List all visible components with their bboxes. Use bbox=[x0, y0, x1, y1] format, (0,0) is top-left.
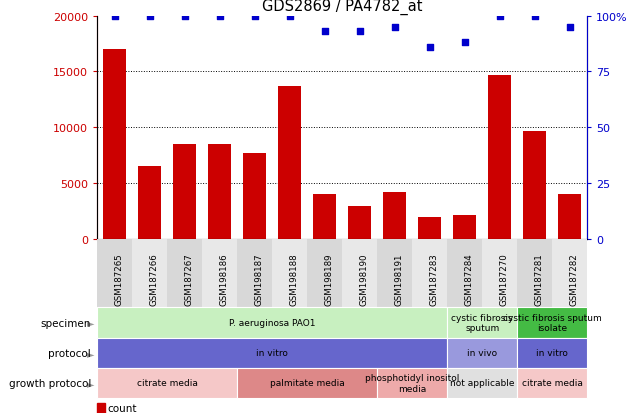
Text: in vivo: in vivo bbox=[467, 349, 497, 357]
Point bbox=[320, 29, 330, 36]
Text: GSM198190: GSM198190 bbox=[360, 253, 369, 306]
Text: count: count bbox=[107, 403, 137, 413]
Text: protocol: protocol bbox=[48, 348, 91, 358]
Point bbox=[145, 13, 155, 20]
Bar bbox=[138, 167, 161, 240]
Text: GSM187270: GSM187270 bbox=[500, 253, 509, 306]
Bar bbox=[418, 217, 441, 240]
Text: GSM187283: GSM187283 bbox=[430, 253, 439, 306]
Bar bbox=[558, 195, 581, 240]
Point bbox=[529, 13, 539, 20]
Text: ►: ► bbox=[87, 378, 94, 388]
Text: GSM198187: GSM198187 bbox=[255, 253, 264, 306]
Bar bbox=[523, 131, 546, 240]
Text: in vitro: in vitro bbox=[256, 349, 288, 357]
Bar bbox=[173, 145, 196, 240]
Point bbox=[495, 13, 505, 20]
Bar bbox=[278, 87, 301, 240]
Text: cystic fibrosis sputum
isolate: cystic fibrosis sputum isolate bbox=[503, 313, 602, 332]
Point bbox=[284, 13, 295, 20]
Text: citrate media: citrate media bbox=[137, 379, 198, 387]
Text: in vitro: in vitro bbox=[536, 349, 568, 357]
Point bbox=[355, 29, 365, 36]
Text: ►: ► bbox=[87, 318, 94, 328]
Text: P. aeruginosa PAO1: P. aeruginosa PAO1 bbox=[229, 318, 315, 327]
Text: specimen: specimen bbox=[41, 318, 91, 328]
Text: GSM187282: GSM187282 bbox=[570, 253, 578, 306]
Point bbox=[460, 40, 470, 47]
Point bbox=[250, 13, 260, 20]
Bar bbox=[104, 50, 126, 240]
Text: GSM187281: GSM187281 bbox=[534, 253, 544, 306]
Bar bbox=[489, 76, 511, 240]
Bar bbox=[208, 145, 231, 240]
Text: GSM187265: GSM187265 bbox=[115, 253, 124, 306]
Text: citrate media: citrate media bbox=[522, 379, 583, 387]
Point bbox=[110, 13, 120, 20]
Bar bbox=[349, 206, 371, 240]
Text: GSM198188: GSM198188 bbox=[290, 253, 299, 306]
Text: phosphotidyl inositol
media: phosphotidyl inositol media bbox=[365, 373, 460, 393]
Text: palmitate media: palmitate media bbox=[270, 379, 345, 387]
Point bbox=[390, 24, 400, 31]
Title: GDS2869 / PA4782_at: GDS2869 / PA4782_at bbox=[262, 0, 423, 15]
Bar bbox=[244, 154, 266, 240]
Text: cystic fibrosis
sputum: cystic fibrosis sputum bbox=[452, 313, 513, 332]
Bar bbox=[383, 193, 406, 240]
Text: GSM198191: GSM198191 bbox=[395, 253, 404, 306]
Text: GSM187267: GSM187267 bbox=[185, 253, 194, 306]
Bar bbox=[453, 215, 476, 240]
Bar bbox=[313, 195, 336, 240]
Text: GSM198186: GSM198186 bbox=[220, 253, 229, 306]
Text: ►: ► bbox=[87, 348, 94, 358]
Text: GSM198189: GSM198189 bbox=[325, 253, 333, 306]
Point bbox=[215, 13, 225, 20]
Point bbox=[425, 45, 435, 51]
Text: GSM187266: GSM187266 bbox=[150, 253, 159, 306]
Text: GSM187284: GSM187284 bbox=[465, 253, 474, 306]
Point bbox=[180, 13, 190, 20]
Text: not applicable: not applicable bbox=[450, 379, 514, 387]
Text: growth protocol: growth protocol bbox=[9, 378, 91, 388]
Point bbox=[565, 24, 575, 31]
